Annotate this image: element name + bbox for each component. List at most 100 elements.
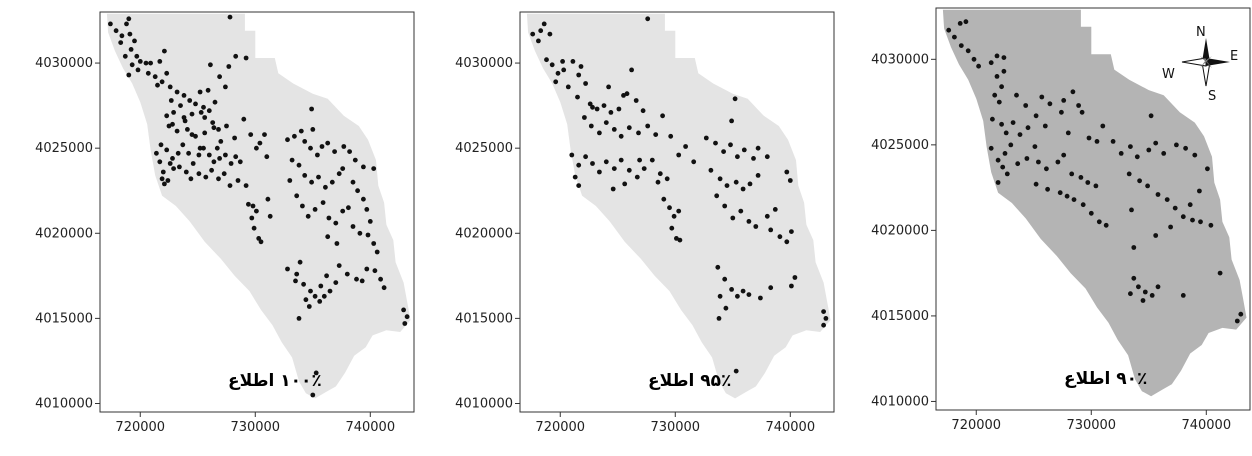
data-point	[1057, 190, 1063, 196]
data-point	[402, 321, 408, 326]
data-point	[549, 62, 555, 68]
data-point	[177, 164, 182, 170]
data-point	[171, 166, 177, 172]
data-point	[721, 149, 726, 155]
data-point	[202, 115, 208, 120]
data-point	[1094, 139, 1100, 144]
data-point	[208, 62, 213, 68]
data-point	[741, 147, 747, 153]
data-point	[634, 174, 640, 180]
data-point	[1161, 151, 1167, 156]
data-point	[183, 169, 189, 175]
data-point	[251, 225, 257, 231]
data-point	[722, 203, 728, 209]
data-point	[988, 145, 994, 151]
data-point	[132, 38, 137, 44]
data-point	[126, 72, 132, 78]
data-point	[1208, 222, 1214, 228]
data-point	[758, 295, 763, 301]
data-point	[128, 47, 134, 52]
data-point	[1076, 103, 1081, 108]
data-point	[243, 55, 249, 61]
data-point	[364, 266, 370, 272]
data-point	[572, 174, 578, 180]
data-point	[350, 224, 356, 229]
data-point	[667, 205, 672, 211]
data-point	[309, 179, 314, 185]
data-point	[575, 94, 580, 100]
data-point	[1061, 98, 1067, 103]
data-point	[303, 297, 309, 303]
data-point	[201, 104, 206, 110]
data-point	[608, 110, 614, 115]
data-point	[1234, 318, 1240, 324]
data-point	[1197, 188, 1202, 194]
data-point	[1047, 101, 1053, 107]
data-point	[256, 236, 262, 241]
data-point	[246, 201, 251, 207]
data-point	[787, 178, 793, 183]
data-point	[1238, 311, 1244, 317]
compass-label-n: N	[1196, 25, 1206, 40]
data-point	[164, 147, 170, 153]
data-point	[583, 154, 588, 160]
data-point	[371, 241, 377, 246]
data-point	[324, 273, 329, 279]
data-point	[1149, 293, 1155, 298]
data-point	[637, 157, 642, 163]
data-point	[1055, 159, 1061, 165]
data-point	[305, 213, 311, 219]
data-point	[306, 304, 312, 309]
data-point	[1164, 197, 1170, 203]
data-point	[361, 196, 366, 202]
data-point	[315, 152, 320, 158]
data-point	[178, 103, 183, 108]
data-point	[1198, 219, 1203, 225]
data-point	[168, 98, 174, 103]
data-point	[378, 276, 383, 282]
data-point	[733, 368, 739, 374]
data-point	[570, 59, 576, 64]
data-point	[730, 215, 736, 221]
data-point	[1039, 94, 1045, 100]
data-point	[664, 176, 670, 182]
data-point	[1078, 175, 1084, 180]
data-point	[325, 140, 331, 146]
data-point	[714, 193, 720, 199]
data-point	[1033, 181, 1039, 187]
x-tick-label: 720000	[115, 420, 165, 435]
data-point	[218, 139, 224, 144]
data-point	[226, 64, 232, 69]
data-point	[740, 186, 746, 192]
data-point	[1000, 164, 1006, 170]
data-point	[248, 132, 254, 138]
data-point	[223, 84, 228, 90]
data-point	[1015, 161, 1021, 167]
data-point	[1071, 197, 1077, 203]
data-point	[1153, 140, 1159, 146]
study-region	[942, 9, 1247, 397]
data-point	[257, 140, 263, 146]
data-point	[310, 392, 316, 398]
data-point	[190, 161, 196, 166]
data-point	[159, 79, 165, 85]
x-tick-label: 720000	[535, 420, 585, 435]
data-point	[590, 104, 595, 110]
data-point	[347, 149, 352, 155]
data-point	[722, 276, 728, 282]
data-point	[746, 219, 752, 224]
data-point	[708, 167, 714, 173]
data-point	[777, 234, 783, 240]
data-point	[241, 116, 247, 122]
data-point	[355, 188, 360, 194]
data-point	[1001, 68, 1007, 74]
data-point	[267, 213, 273, 219]
data-point	[143, 60, 149, 66]
data-point	[235, 178, 241, 183]
data-point	[641, 166, 647, 172]
data-point	[1024, 156, 1030, 161]
data-point	[957, 21, 963, 26]
data-point	[1002, 151, 1008, 156]
data-point	[1129, 207, 1134, 213]
data-point	[171, 110, 177, 115]
